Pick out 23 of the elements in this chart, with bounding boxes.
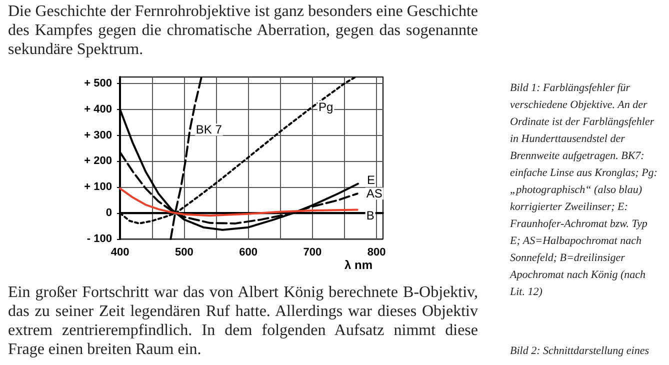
x-tick-label: 400 <box>110 246 130 258</box>
y-tick-label: 0 <box>106 207 112 220</box>
y-tick-label: + 100 <box>84 181 112 194</box>
text: Bild 2: Schnittdarstellung eines <box>510 344 650 359</box>
x-tick-label: 700 <box>303 246 322 258</box>
text: Die Geschichte der Fernrohrobjektive ist ganz besonders eine Geschichte des Kampfes gegen die chromatische Aberration, gegen das sogenannte sekundäre Spektrum. <box>8 2 478 59</box>
text: Bild 1: Farblängsfehler für verschiedene Objektive. An der Ordinate ist der Farblängsfehler in Hunderttausendstel der Brennweite aufgetragen. BK7: einfache Linse aus Kronglas; Pg: „photographisch“ (also blau) korrigierter Zweilinser; E: Fraunhofer-Achromat bzw. Typ E; AS=Halbapochromat nach Sonnefeld; B=dreilinsiger Apochromat nach König (nach Lit. 12) <box>510 82 658 298</box>
x-tick-label: 500 <box>174 246 194 258</box>
y-tick-label: - 100 <box>86 233 112 245</box>
series-label: BK 7 <box>196 122 222 137</box>
series-label: E <box>366 172 375 187</box>
x-axis-title: λ nm <box>344 258 373 272</box>
series-label: B <box>366 208 374 223</box>
series-label: Pg <box>318 100 334 114</box>
series-label: AS <box>366 186 382 201</box>
line-series <box>119 187 358 217</box>
y-tick-label: + 300 <box>84 129 112 142</box>
x-tick-label: 600 <box>239 246 258 258</box>
x-tick-label: 800 <box>367 246 386 258</box>
y-tick-label: + 200 <box>84 155 112 168</box>
text: Ein großer Fortschritt war das von Albert König berechnete B-Objektiv, das zu seiner Zeit legendären Ruf hatte. Allerdings war dieses Objektiv extrem zentrierempfindlich. In dem folgenden Aufsatz nimmt diese Frage einen breiten Raum ein. <box>8 283 478 359</box>
y-tick-label: + 400 <box>84 103 112 116</box>
y-tick-label: + 500 <box>84 77 112 90</box>
